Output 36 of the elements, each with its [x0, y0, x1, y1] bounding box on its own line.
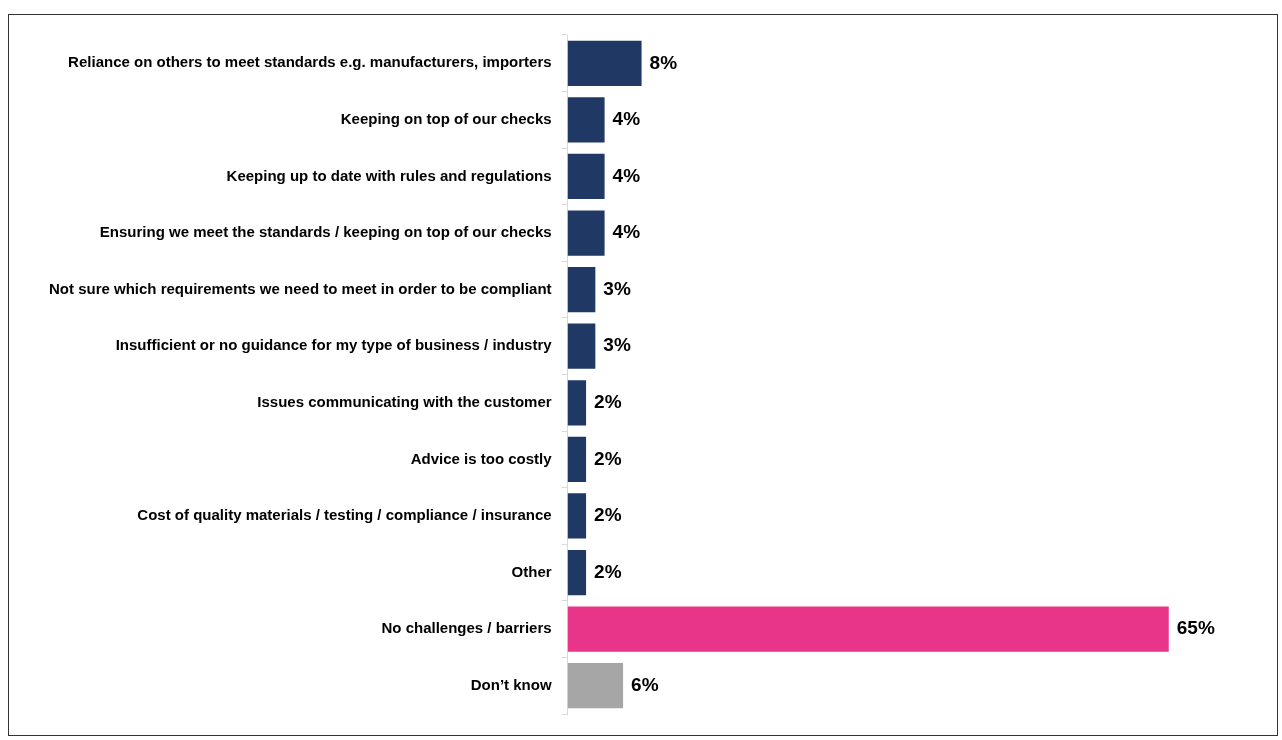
bar — [567, 153, 605, 200]
data-label: 4% — [612, 221, 641, 243]
y-tick-label: Issues communicating with the customer — [257, 392, 552, 410]
data-label: 6% — [631, 673, 659, 695]
bar — [567, 266, 596, 313]
bar — [567, 40, 642, 86]
data-label: 3% — [603, 334, 631, 356]
data-label: 2% — [594, 560, 622, 582]
data-label: 2% — [594, 391, 622, 413]
y-tick-label: Insufficient or no guidance for my type of business / industry — [115, 336, 553, 354]
y-tick-label: Cost of quality materials / testing / compliance / insurance — [137, 506, 552, 524]
data-label: 4% — [612, 108, 641, 130]
data-label: 8% — [649, 51, 678, 73]
y-tick-label: Not sure which requirements we need to meet in order to be compliant — [48, 279, 552, 297]
bar — [567, 663, 624, 709]
y-tick-label: No challenges / barriers — [381, 619, 552, 637]
bar — [567, 436, 587, 483]
bar — [567, 549, 587, 596]
y-tick-label: Don’t know — [470, 675, 552, 693]
bar — [567, 493, 587, 539]
bar — [567, 606, 1169, 652]
data-label: 65% — [1176, 617, 1215, 639]
y-tick-label: Other — [511, 562, 552, 580]
y-tick-label: Reliance on others to meet standards e.g. manufacturers, importers — [68, 53, 552, 71]
bar — [567, 97, 605, 143]
y-tick-label: Advice is too costly — [410, 449, 553, 467]
data-label: 2% — [594, 504, 622, 526]
bar — [567, 380, 587, 426]
data-label: 3% — [603, 277, 631, 299]
y-tick-label: Keeping on top of our checks — [340, 110, 552, 128]
bar — [567, 323, 596, 369]
bar — [567, 210, 605, 256]
y-tick-label: Ensuring we meet the standards / keeping on top of our checks — [99, 223, 552, 241]
y-tick-label: Keeping up to date with rules and regulations — [226, 166, 552, 184]
data-label: 4% — [612, 164, 641, 186]
data-label: 2% — [594, 447, 622, 469]
